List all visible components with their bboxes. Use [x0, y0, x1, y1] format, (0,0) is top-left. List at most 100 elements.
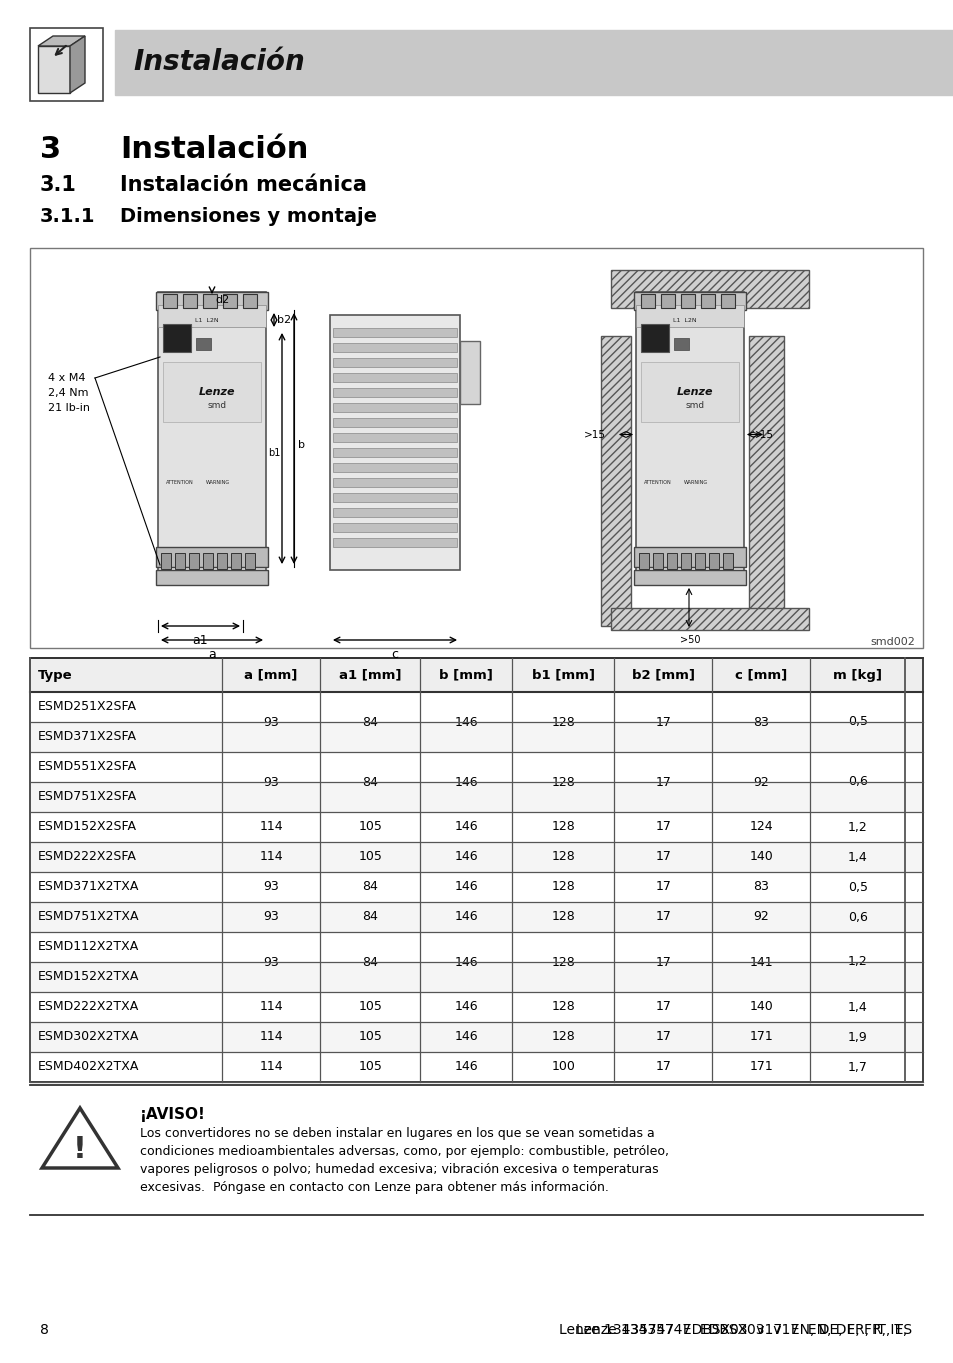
Bar: [161, 553, 171, 568]
Text: !: !: [73, 1135, 87, 1164]
Text: 105: 105: [358, 1060, 382, 1074]
Text: 0,5: 0,5: [847, 716, 867, 728]
Bar: [333, 388, 456, 397]
Text: smd: smd: [684, 402, 704, 410]
Text: ¡AVISO!: ¡AVISO!: [140, 1107, 206, 1122]
Text: 17: 17: [655, 851, 670, 864]
Bar: [30, 902, 923, 932]
Text: 105: 105: [358, 851, 382, 864]
Text: 105: 105: [358, 1000, 382, 1014]
Text: 128: 128: [551, 716, 575, 728]
Text: 114: 114: [259, 851, 283, 864]
Text: 141: 141: [749, 955, 772, 969]
Bar: [748, 337, 783, 626]
Bar: [30, 932, 923, 962]
Text: 84: 84: [362, 716, 377, 728]
Text: 114: 114: [259, 1000, 283, 1014]
Bar: [673, 338, 688, 350]
Text: Instalación: Instalación: [120, 135, 308, 164]
Bar: [223, 294, 236, 308]
Text: 100: 100: [551, 1060, 575, 1074]
Text: ATTENTION: ATTENTION: [643, 480, 671, 484]
Bar: [459, 341, 479, 405]
Text: 3.1: 3.1: [40, 174, 77, 195]
Text: 128: 128: [551, 1000, 575, 1014]
Text: 93: 93: [263, 955, 278, 969]
Polygon shape: [42, 1108, 118, 1168]
Text: 8: 8: [40, 1323, 49, 1337]
Text: 0,6: 0,6: [847, 910, 867, 924]
Bar: [333, 463, 456, 472]
Text: ESMD152X2TXA: ESMD152X2TXA: [38, 970, 139, 984]
Bar: [30, 782, 923, 812]
Text: smd: smd: [207, 402, 226, 410]
Text: 114: 114: [259, 821, 283, 834]
Text: b2: b2: [276, 315, 291, 324]
Bar: [243, 294, 256, 308]
Bar: [245, 553, 254, 568]
Text: b2 [mm]: b2 [mm]: [631, 668, 694, 682]
Text: excesivas.  Póngase en contacto con Lenze para obtener más información.: excesivas. Póngase en contacto con Lenze…: [140, 1180, 608, 1194]
Bar: [30, 29, 103, 101]
Text: 128: 128: [551, 880, 575, 894]
Text: Lenze 13435747  EDBSX03  v17  EN, DE, FR, IT, ES: Lenze 13435747 EDBSX03 v17 EN, DE, FR, I…: [558, 1323, 911, 1337]
Text: ESMD371X2TXA: ESMD371X2TXA: [38, 880, 139, 894]
Bar: [30, 1022, 923, 1052]
Text: d2: d2: [214, 294, 229, 305]
Bar: [174, 553, 185, 568]
Bar: [30, 842, 923, 872]
Text: 171: 171: [749, 1060, 773, 1074]
Text: >15: >15: [751, 429, 773, 439]
Text: a1 [mm]: a1 [mm]: [338, 668, 401, 682]
Bar: [183, 294, 196, 308]
Bar: [666, 553, 677, 568]
Bar: [333, 358, 456, 367]
Text: 84: 84: [362, 776, 377, 789]
Bar: [203, 294, 216, 308]
Bar: [634, 570, 745, 585]
Text: vapores peligrosos o polvo; humedad excesiva; vibración excesiva o temperaturas: vapores peligrosos o polvo; humedad exce…: [140, 1163, 658, 1176]
Bar: [333, 538, 456, 547]
Bar: [189, 553, 199, 568]
Text: 128: 128: [551, 910, 575, 924]
Text: 146: 146: [454, 821, 477, 834]
Text: 140: 140: [749, 1000, 773, 1014]
Bar: [163, 294, 177, 308]
Bar: [30, 658, 923, 1082]
Text: ESMD551X2SFA: ESMD551X2SFA: [38, 761, 137, 773]
Bar: [30, 962, 923, 992]
Text: 17: 17: [655, 1060, 670, 1074]
Bar: [330, 315, 459, 570]
Text: Lenze 13435747  EDBSX03  v17  EN, DE, FR, IT,: Lenze 13435747 EDBSX03 v17 EN, DE, FR, I…: [576, 1323, 911, 1337]
Bar: [163, 363, 261, 423]
Bar: [30, 812, 923, 842]
Text: b1 [mm]: b1 [mm]: [531, 668, 594, 682]
Text: 21 lb-in: 21 lb-in: [48, 403, 90, 413]
Text: 128: 128: [551, 776, 575, 789]
Bar: [203, 553, 213, 568]
Text: 146: 146: [454, 955, 477, 969]
Text: 1,4: 1,4: [847, 851, 867, 864]
Bar: [639, 553, 648, 568]
Text: Lenze: Lenze: [676, 387, 713, 397]
Text: c [mm]: c [mm]: [735, 668, 786, 682]
Text: 17: 17: [655, 1030, 670, 1044]
Text: b [mm]: b [mm]: [438, 668, 493, 682]
Text: ESMD402X2TXA: ESMD402X2TXA: [38, 1060, 139, 1074]
Bar: [333, 403, 456, 412]
Bar: [610, 608, 808, 630]
Text: 3.1.1: 3.1.1: [40, 207, 95, 226]
Bar: [231, 553, 241, 568]
Text: ATTENTION: ATTENTION: [166, 480, 193, 484]
Polygon shape: [38, 46, 70, 93]
Text: 17: 17: [655, 1000, 670, 1014]
Text: 124: 124: [749, 821, 772, 834]
Text: c: c: [391, 647, 398, 661]
Text: 17: 17: [655, 880, 670, 894]
Text: smd002: smd002: [869, 637, 914, 647]
Bar: [636, 305, 743, 327]
Text: WARNING: WARNING: [683, 480, 707, 484]
Text: 146: 146: [454, 716, 477, 728]
Text: 146: 146: [454, 1030, 477, 1044]
Text: WARNING: WARNING: [206, 480, 230, 484]
